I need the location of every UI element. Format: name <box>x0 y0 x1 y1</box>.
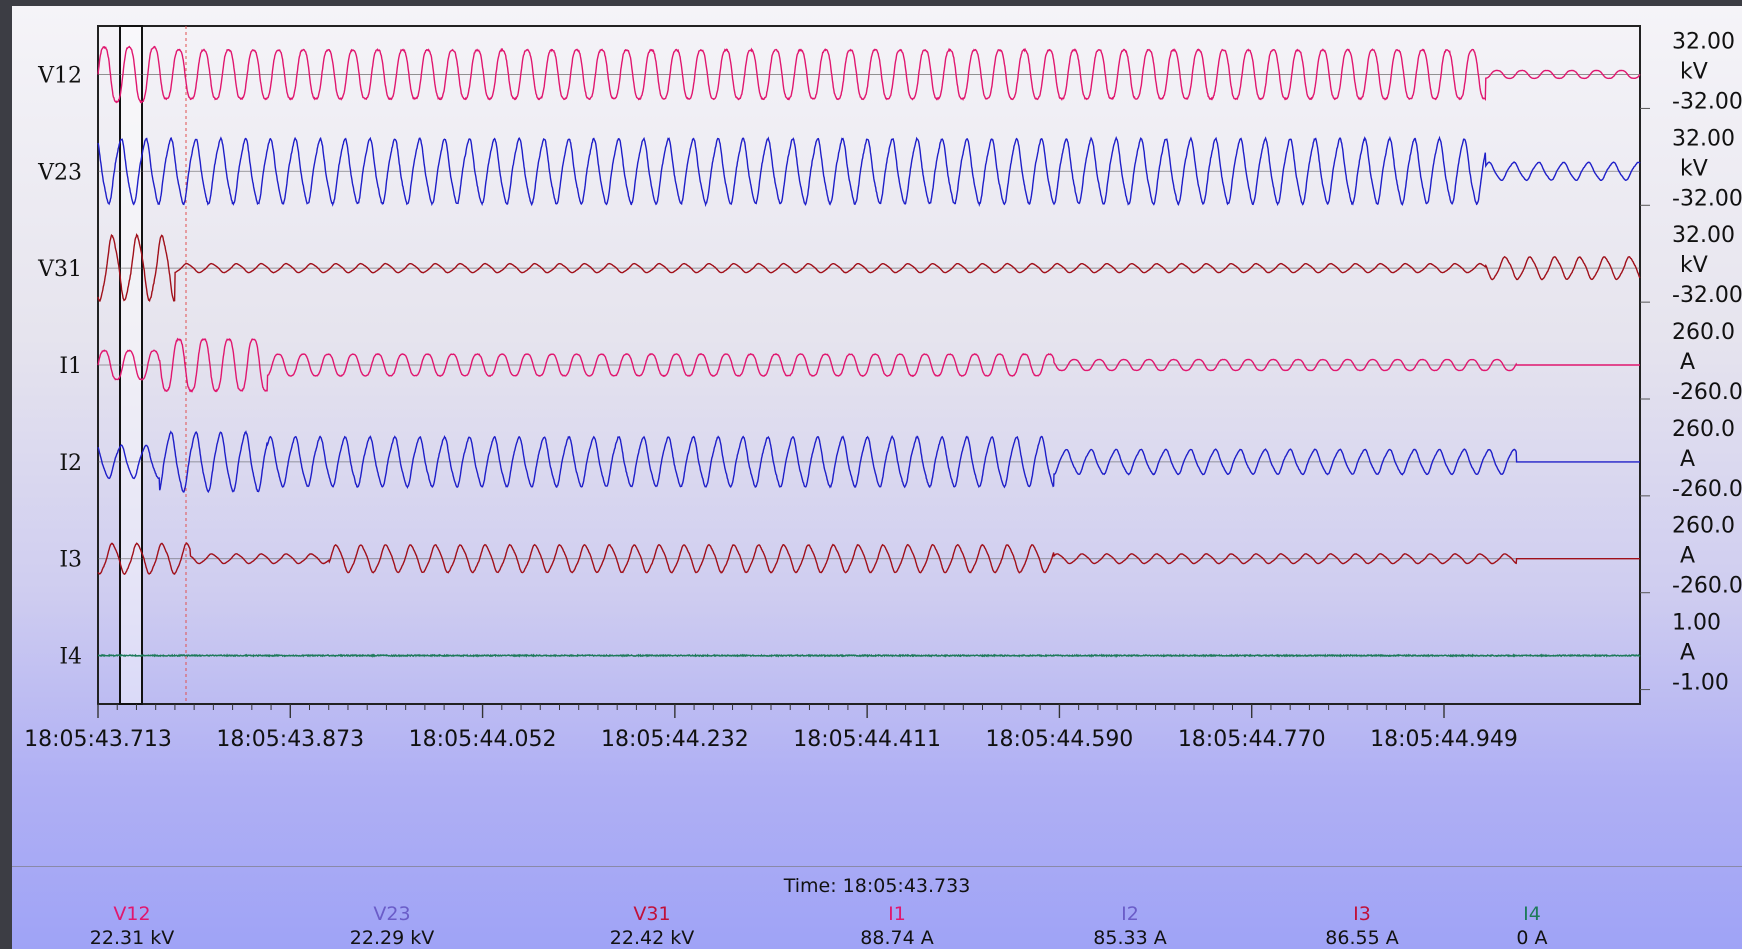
readout-i3: I3 86.55 A <box>1272 903 1452 949</box>
scale-unit-i1: A <box>1680 350 1695 375</box>
channel-label-i1[interactable]: I1 <box>59 354 82 379</box>
readout-name: V12 <box>113 903 151 925</box>
readout-i2: I2 85.33 A <box>1040 903 1220 949</box>
x-tick-label: 18:05:44.052 <box>409 727 557 752</box>
x-tick-label: 18:05:44.232 <box>601 727 749 752</box>
channel-label-i3[interactable]: I3 <box>59 548 82 573</box>
scale-bottom-i2: -260.0 <box>1672 477 1742 502</box>
x-tick-label: 18:05:44.949 <box>1370 727 1518 752</box>
waveform-i2 <box>97 430 1640 494</box>
readout-value: 86.55 A <box>1325 927 1399 949</box>
scale-unit-v12: kV <box>1680 59 1708 84</box>
readout-name: I3 <box>1353 903 1371 925</box>
scale-top-i3: 260.0 <box>1672 514 1735 539</box>
x-tick-label: 18:05:44.411 <box>793 727 941 752</box>
scale-unit-v23: kV <box>1680 156 1708 181</box>
waveform-viewer: V12 32.00 kV -32.00 V23 32.00 kV -32.00 V31 32.00… <box>12 6 1742 949</box>
readout-v12: V12 22.31 kV <box>42 903 222 949</box>
readout-name: I2 <box>1121 903 1139 925</box>
time-label: Time: <box>783 875 837 897</box>
waveform-plot[interactable]: V12 32.00 kV -32.00 V23 32.00 kV -32.00 V31 32.00… <box>12 6 1742 866</box>
x-tick-label: 18:05:44.590 <box>986 727 1134 752</box>
cursor-readout-bar: Time: 18:05:43.733 V12 22.31 kV V23 22.29 k… <box>12 866 1742 949</box>
scale-bottom-i1: -260.0 <box>1672 380 1742 405</box>
readout-value: 88.74 A <box>860 927 934 949</box>
scale-top-i4: 1.00 <box>1672 611 1721 636</box>
scale-top-v23: 32.00 <box>1672 126 1735 151</box>
scale-top-i1: 260.0 <box>1672 320 1735 345</box>
readout-v31: V31 22.42 kV <box>562 903 742 949</box>
channel-label-i2[interactable]: I2 <box>59 451 82 476</box>
readout-name: V31 <box>633 903 671 925</box>
readout-name: I1 <box>888 903 906 925</box>
scale-bottom-v12: -32.00 <box>1672 89 1742 114</box>
scale-bottom-v23: -32.00 <box>1672 186 1742 211</box>
time-value: 18:05:43.733 <box>842 875 971 897</box>
scale-top-v12: 32.00 <box>1672 29 1735 54</box>
scale-unit-i3: A <box>1680 544 1695 569</box>
x-tick-label: 18:05:43.873 <box>216 727 364 752</box>
readout-value: 22.31 kV <box>89 927 175 949</box>
scale-bottom-i3: -260.0 <box>1672 574 1742 599</box>
scale-top-v31: 32.00 <box>1672 223 1735 248</box>
readout-v23: V23 22.29 kV <box>302 903 482 949</box>
channel-label-v23[interactable]: V23 <box>37 160 82 185</box>
waveform-v12 <box>97 45 1641 104</box>
waveform-i4 <box>98 653 1641 658</box>
x-tick-label: 18:05:44.770 <box>1178 727 1326 752</box>
scale-bottom-i4: -1.00 <box>1672 671 1729 696</box>
readout-name: I4 <box>1523 903 1541 925</box>
readout-name: V23 <box>373 903 411 925</box>
readout-value: 0 A <box>1516 927 1548 949</box>
channel-label-i4[interactable]: I4 <box>59 645 82 670</box>
scale-bottom-v31: -32.00 <box>1672 283 1742 308</box>
waveform-i3 <box>97 542 1640 576</box>
scale-top-i2: 260.0 <box>1672 417 1735 442</box>
x-tick-label: 18:05:43.713 <box>24 727 172 752</box>
waveform-v23 <box>97 135 1641 208</box>
readout-i4: I4 0 A <box>1442 903 1622 949</box>
readout-value: 85.33 A <box>1093 927 1167 949</box>
readout-value: 22.42 kV <box>609 927 695 949</box>
waveform-v31 <box>97 232 1641 303</box>
readout-value: 22.29 kV <box>349 927 435 949</box>
channel-label-v12[interactable]: V12 <box>37 63 82 88</box>
cursor-time: Time: 18:05:43.733 <box>12 875 1742 897</box>
scale-unit-v31: kV <box>1680 253 1708 278</box>
channel-label-v31[interactable]: V31 <box>37 257 82 282</box>
scale-unit-i2: A <box>1680 447 1695 472</box>
readout-i1: I1 88.74 A <box>807 903 987 949</box>
waveform-i1 <box>97 337 1640 393</box>
scale-unit-i4: A <box>1680 641 1695 666</box>
